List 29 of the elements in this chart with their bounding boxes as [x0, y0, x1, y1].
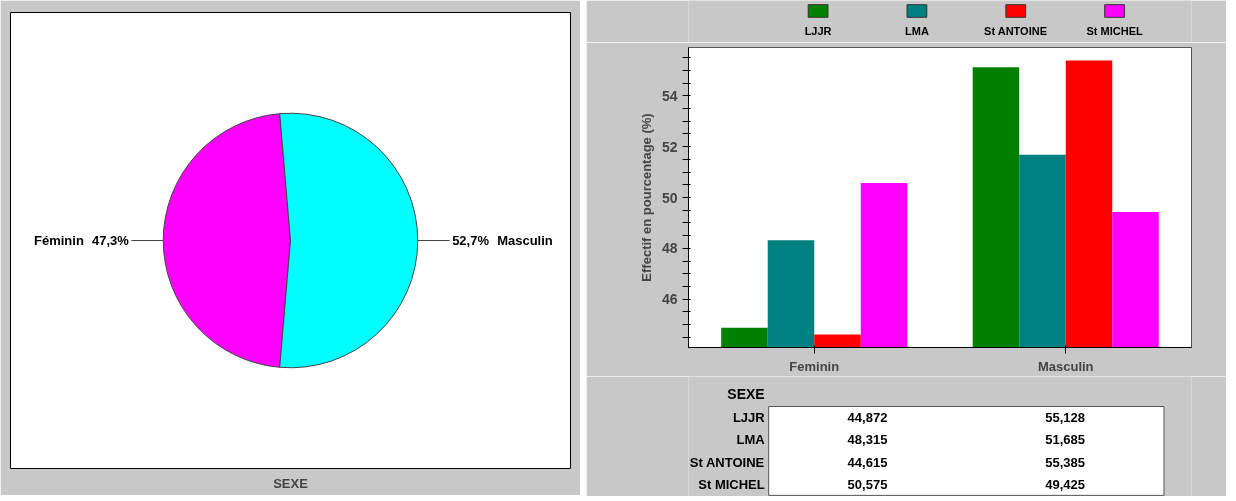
y-axis-title: Effectif en pourcentage (%) [638, 113, 654, 282]
data-label: 47,3% [92, 233, 130, 248]
data-label: 52,7% [452, 233, 490, 248]
text: 55,128 [1045, 410, 1086, 426]
y-tick-label: 52 [661, 138, 678, 155]
text: LMA [736, 432, 765, 448]
y-tick-label: 50 [661, 189, 678, 206]
x-axis-title: SEXE [727, 386, 765, 403]
text: 51,685 [1045, 432, 1086, 448]
y-tick-label: 46 [661, 291, 678, 308]
slice-label: Féminin [34, 233, 84, 248]
legend-label: LJJR [804, 24, 832, 37]
x-tick-label: Feminin [789, 358, 840, 374]
text: 48,315 [847, 432, 888, 448]
slice-label: Masculin [497, 233, 553, 248]
text: St MICHEL [698, 476, 765, 492]
y-tick-label: 48 [661, 240, 678, 257]
legend-label: St MICHEL [1086, 24, 1143, 37]
legend-label: St ANTOINE [984, 24, 1048, 37]
text: 49,425 [1045, 476, 1086, 492]
text: SEXE [273, 475, 309, 491]
text: 44,872 [847, 410, 888, 426]
text: LJJR [732, 410, 765, 426]
text: 55,385 [1045, 454, 1086, 470]
text: 50,575 [847, 476, 888, 492]
y-tick-label: 54 [661, 87, 678, 104]
legend-label: LMA [905, 24, 929, 37]
text: St ANTOINE [689, 454, 765, 470]
text: 44,615 [847, 454, 888, 470]
